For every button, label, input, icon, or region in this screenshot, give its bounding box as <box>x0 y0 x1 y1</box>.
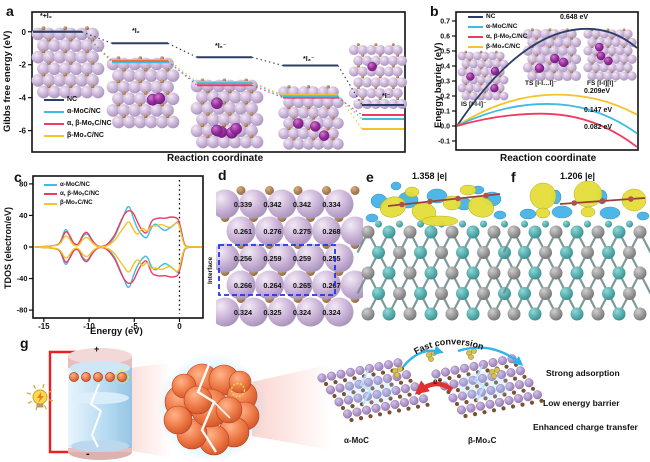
panel-b-xlabel: Reaction coordinate <box>500 153 597 164</box>
electron-label: e⁻ <box>433 377 442 386</box>
panel-c-xlabel: Energy (eV) <box>90 326 143 337</box>
panel-c-ylabel: TDOS (electron/eV) <box>3 206 13 289</box>
step-label-1: *+I₂ <box>40 13 52 20</box>
svg-text:0.275: 0.275 <box>293 227 311 236</box>
svg-text:0.324: 0.324 <box>322 308 341 317</box>
svg-text:0.267: 0.267 <box>322 281 340 290</box>
state-label-ts: TS [I-I…I]⁻ <box>525 80 557 87</box>
svg-text:-10: -10 <box>83 322 95 331</box>
svg-text:0: 0 <box>23 243 27 252</box>
barrier-annotation-alpha: 0.147 eV <box>584 107 613 114</box>
barrier-annotation-nc: 0.648 eV <box>560 14 589 21</box>
charge-transfer-value-f: 1.206 |e| <box>560 171 596 181</box>
svg-text:0.255: 0.255 <box>322 254 340 263</box>
battery-minus-label: - <box>86 448 90 460</box>
svg-text:-0.1: -0.1 <box>438 139 450 146</box>
svg-text:0.261: 0.261 <box>234 227 252 236</box>
step-label-5: *I⁻ <box>382 93 391 100</box>
svg-text:0.264: 0.264 <box>263 281 282 290</box>
panel-b-ylabel: Energy barrier (eV) <box>433 42 444 128</box>
panel-a-tag: a <box>6 3 14 19</box>
svg-text:0.266: 0.266 <box>234 281 252 290</box>
state-label-is: IS [I-I-I]⁻ <box>461 101 487 108</box>
svg-text:80: 80 <box>19 179 27 188</box>
panel-a-xlabel: Reaction coordinate <box>167 153 264 164</box>
panel-c-legend: α-MoC/NC α, β-MoₓC/NC β-Mo₂C/NC <box>44 181 99 210</box>
svg-text:0.2: 0.2 <box>440 94 450 101</box>
panel-b-tag: b <box>430 3 439 19</box>
svg-text:0.339: 0.339 <box>234 200 252 209</box>
svg-text:0.0: 0.0 <box>440 124 450 131</box>
svg-text:40: 40 <box>19 211 27 220</box>
svg-text:0.5: 0.5 <box>440 49 450 56</box>
feature-low-energy-barrier: Low energy barrier <box>543 398 620 408</box>
svg-text:0.342: 0.342 <box>263 200 281 209</box>
panel-d-tag: d <box>218 167 227 183</box>
panel-g-tag: g <box>20 335 29 351</box>
barrier-annotation-mix: 0.082 eV <box>584 124 613 131</box>
svg-text:0.259: 0.259 <box>293 254 311 263</box>
svg-text:-6: -6 <box>19 127 27 136</box>
svg-text:0.265: 0.265 <box>293 281 311 290</box>
battery-plus-label: + <box>94 344 100 354</box>
panel-b-legend: NC α-MoC/NC α, β-MoₓC/NC β-Mo₂C/NC <box>468 13 527 54</box>
feature-strong-adsorption: Strong adsorption <box>546 368 620 378</box>
svg-text:0.276: 0.276 <box>263 227 281 236</box>
step-label-2: *I₂ <box>132 28 140 35</box>
svg-text:-15: -15 <box>38 322 50 331</box>
svg-text:0.324: 0.324 <box>293 308 312 317</box>
feature-enhanced-charge-transfer: Enhanced charge transfer <box>533 422 638 432</box>
step-label-4: *I₃⁻ <box>303 56 315 63</box>
state-label-fs: FS [I-I][I]⁻ <box>587 80 617 87</box>
step-label-3: *I₆⁻ <box>215 43 227 50</box>
svg-text:-4: -4 <box>19 94 27 103</box>
svg-text:-40: -40 <box>17 274 28 283</box>
svg-text:0.3: 0.3 <box>440 79 450 86</box>
panel-a-ylabel: Gibbs free energy (eV) <box>2 30 13 132</box>
panel-a-legend: NC α-MoC/NC α, β-MoₓC/NC β-Mo₂C/NC <box>44 96 112 144</box>
panel-e-tag: e <box>366 169 374 185</box>
interface-label: Interface <box>207 256 214 284</box>
svg-text:0: 0 <box>177 322 182 331</box>
panel-c-tag: c <box>14 169 22 185</box>
svg-text:0.4: 0.4 <box>440 64 450 71</box>
svg-text:0.334: 0.334 <box>322 200 341 209</box>
svg-text:-5: -5 <box>131 322 139 331</box>
svg-text:0.325: 0.325 <box>263 308 281 317</box>
panel-f-tag: f <box>511 169 516 185</box>
svg-text:0.324: 0.324 <box>234 308 253 317</box>
beta-mo2c-label: β-Mo₂C <box>468 436 497 445</box>
barrier-annotation-beta: 0.209eV <box>584 88 611 95</box>
svg-text:0.342: 0.342 <box>293 200 311 209</box>
charge-transfer-value-e: 1.358 |e| <box>412 171 448 181</box>
svg-text:0.259: 0.259 <box>263 254 281 263</box>
svg-text:-2: -2 <box>19 61 27 70</box>
svg-text:0.7: 0.7 <box>440 19 450 26</box>
svg-text:0.268: 0.268 <box>322 227 340 236</box>
svg-text:0.6: 0.6 <box>440 34 450 41</box>
svg-text:-80: -80 <box>17 306 28 315</box>
svg-text:0.256: 0.256 <box>234 254 252 263</box>
svg-text:0: 0 <box>22 28 27 37</box>
alpha-moc-label: α-MoC <box>344 436 369 445</box>
svg-text:0.1: 0.1 <box>440 109 450 116</box>
